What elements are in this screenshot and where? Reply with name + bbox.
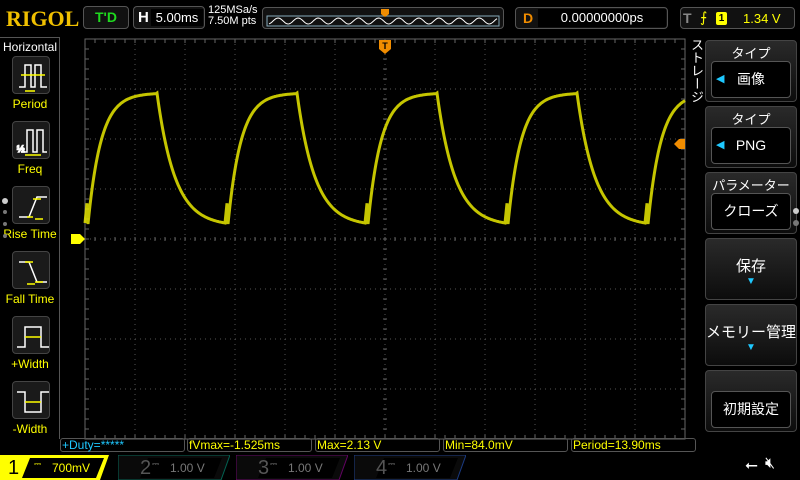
softkey-3[interactable]: パラメーター クローズ xyxy=(705,172,797,234)
trigger-settings[interactable]: T ⨍ 1 1.34 V xyxy=(680,7,795,29)
memory-waveform-preview xyxy=(266,9,500,27)
channel-1-waveform xyxy=(83,90,686,225)
measure-menu: Horizontal xyxy=(0,37,60,439)
channel-tab-shape xyxy=(118,455,230,480)
channel-scale: 1.00 V xyxy=(170,461,205,475)
trigger-time-marker[interactable] xyxy=(379,40,391,54)
page-indicator-dot xyxy=(793,220,799,226)
selector-arrow-icon: ◀ xyxy=(716,73,725,85)
measure-menu-title: Horizontal xyxy=(3,40,58,54)
softkey-6[interactable]: 初期設定 xyxy=(705,370,797,432)
trigger-position-marker xyxy=(381,9,389,17)
channel-3-button[interactable]: 3 ⎓ 1.00 V xyxy=(236,455,348,480)
rigol-logo: RIGOL xyxy=(6,6,80,31)
freq-icon: ½ xyxy=(16,129,47,156)
submenu-arrow-icon: ▼ xyxy=(746,276,756,287)
waveform-display[interactable]: T xyxy=(71,38,687,440)
softkey-value: クローズ xyxy=(723,203,779,219)
submenu-arrow-icon: ▼ xyxy=(746,342,756,353)
usb-icon: ⭠ xyxy=(745,457,758,474)
period-icon xyxy=(19,64,47,92)
softkey-value: PNG xyxy=(735,137,767,153)
svg-text:½: ½ xyxy=(17,144,25,154)
measurement-result: +Duty=***** xyxy=(60,438,185,452)
page-indicator-dot xyxy=(3,234,7,238)
channel-2-button[interactable]: 2 ⎓ 1.00 V xyxy=(118,455,230,480)
fall-time-icon xyxy=(19,261,47,285)
page-indicator-dot xyxy=(793,208,799,214)
measure-fall-time-button[interactable] xyxy=(12,251,50,289)
horizontal-timebase[interactable]: H 5.00ms xyxy=(133,6,205,29)
channel-4-button[interactable]: 4 ⎓ 1.00 V xyxy=(354,455,466,480)
measure-label: -Width xyxy=(12,422,48,436)
channel-scale: 700mV xyxy=(52,461,91,475)
channel-number: 3 xyxy=(258,457,270,479)
memory-depth: 7.50M pts xyxy=(208,15,257,27)
softkey-5[interactable]: メモリー管理 ▼ xyxy=(705,304,797,366)
channel-tab-shape xyxy=(236,455,348,480)
softkey-header: タイプ xyxy=(731,112,771,127)
channel-1-button[interactable]: 1 ⎓ 700mV xyxy=(0,455,112,480)
trigger-level: 1.34 V xyxy=(743,11,781,26)
softkey-2[interactable]: タイプ ◀ PNG xyxy=(705,106,797,168)
mute-icon[interactable]: 🔇︎ xyxy=(765,455,776,472)
page-indicator-dot xyxy=(2,198,8,204)
measure-label: Fall Time xyxy=(5,292,55,306)
channel-scale: 1.00 V xyxy=(288,461,323,475)
timebase-value: 5.00ms xyxy=(151,9,203,26)
measure-label: +Width xyxy=(11,357,49,371)
rising-edge-icon: ⨍ xyxy=(700,9,708,25)
measurement-result: Min=84.0mV xyxy=(443,438,568,452)
channel-tab-shape xyxy=(354,455,466,480)
acquisition-info: 125MSa/s 7.50M pts xyxy=(208,5,258,27)
softkey-header: パラメーター xyxy=(712,178,790,193)
trigger-key: T xyxy=(683,10,692,26)
trigger-source: 1 xyxy=(716,12,727,25)
softkey-label: 保存 xyxy=(735,258,766,275)
measure-period-button[interactable] xyxy=(12,56,50,94)
channel-number: 1 xyxy=(8,457,20,479)
horizontal-key: H xyxy=(138,9,149,26)
rise-time-icon xyxy=(19,196,47,220)
positive-width-icon xyxy=(17,326,49,348)
dc-coupling-icon: ⎓ xyxy=(34,459,42,469)
selector-arrow-icon: ◀ xyxy=(716,139,725,151)
delay-value: 0.00000000ps xyxy=(538,9,666,27)
channel-tab-shape xyxy=(0,455,109,480)
trigger-time-marker-label: T xyxy=(382,41,388,51)
channel-scale: 1.00 V xyxy=(406,461,441,475)
dc-coupling-icon: ⎓ xyxy=(270,459,278,469)
measurement-result: Period=13.90ms xyxy=(571,438,696,452)
softkey-label: 初期設定 xyxy=(723,401,779,417)
measure-freq-button[interactable]: ½ xyxy=(12,121,50,159)
negative-width-icon xyxy=(17,391,49,413)
measure-width-button[interactable] xyxy=(12,316,50,354)
page-indicator-dot xyxy=(3,210,7,214)
softkey-value: 画像 xyxy=(737,71,765,87)
channel-number: 2 xyxy=(140,457,152,479)
channel-number: 4 xyxy=(376,457,388,479)
sample-rate: 125MSa/s xyxy=(208,4,258,16)
softkey-4[interactable]: 保存 ▼ xyxy=(705,238,797,300)
channel-1-ground-marker[interactable] xyxy=(71,234,85,244)
memory-overview-bar[interactable] xyxy=(262,7,504,29)
measurement-result: Max=2.13 V xyxy=(315,438,440,452)
measure-label: Period xyxy=(12,97,48,111)
horizontal-delay[interactable]: D 0.00000000ps xyxy=(515,7,668,29)
page-indicator-dot xyxy=(3,222,7,226)
storage-menu-title: ストレージ xyxy=(689,38,704,103)
measure-label: Freq xyxy=(17,162,43,176)
softkey-header: タイプ xyxy=(731,46,771,61)
softkey-label: メモリー管理 xyxy=(706,324,797,341)
delay-key: D xyxy=(523,10,534,26)
trigger-level-marker[interactable] xyxy=(674,139,685,149)
softkey-1[interactable]: タイプ ◀ 画像 xyxy=(705,40,797,102)
run-mode-indicator[interactable]: T'D xyxy=(83,6,129,29)
dc-coupling-icon: ⎓ xyxy=(388,459,396,469)
dc-coupling-icon: ⎓ xyxy=(152,459,160,469)
measure-rise-time-button[interactable] xyxy=(12,186,50,224)
measure-width-button[interactable] xyxy=(12,381,50,419)
measure-label: Rise Time xyxy=(3,227,57,241)
measurement-result: fVmax=-1.525ms xyxy=(187,438,312,452)
